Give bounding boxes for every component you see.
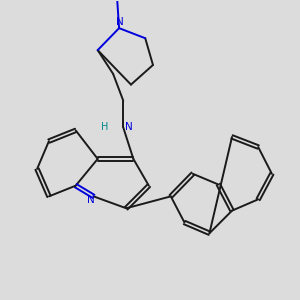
- Text: H: H: [100, 122, 108, 132]
- Text: N: N: [87, 195, 94, 205]
- Text: N: N: [125, 122, 133, 132]
- Text: N: N: [116, 17, 124, 27]
